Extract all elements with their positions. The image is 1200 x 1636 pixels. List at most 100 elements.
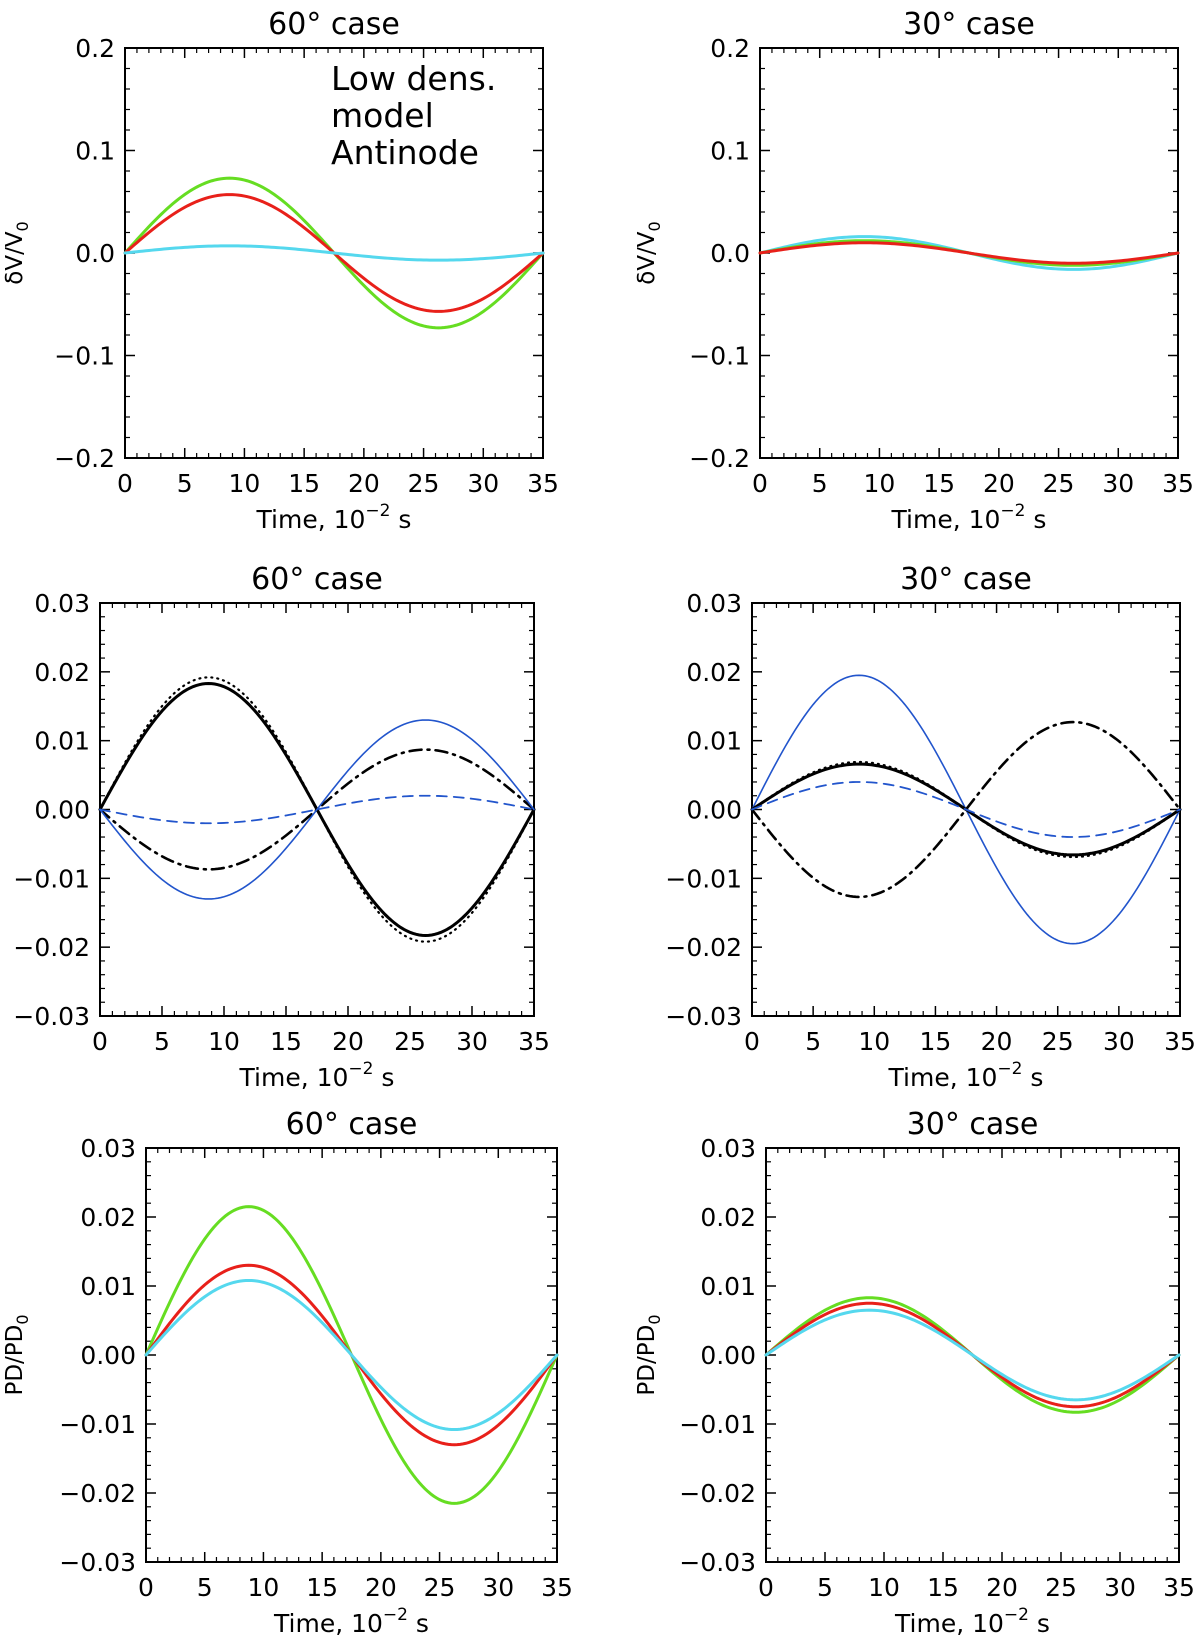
chart-title: 60° case	[268, 7, 400, 42]
series-line-cyan	[764, 1308, 1181, 1402]
y-tick-label: −0.1	[689, 342, 750, 371]
y-axis-label: PD/PD0	[634, 1314, 664, 1395]
chart-title: 60° case	[251, 562, 383, 597]
x-tick-label: 30	[482, 1573, 514, 1602]
x-tick-label: 30	[1103, 1027, 1135, 1056]
x-tick-label: 15	[927, 1573, 959, 1602]
y-tick-label: 0.03	[80, 1134, 136, 1163]
chart-title: 30° case	[907, 1107, 1039, 1142]
y-tick-label: 0.1	[710, 137, 750, 166]
series-line-blue-dashed	[99, 794, 535, 825]
y-axis-label: δV/V0	[634, 221, 664, 284]
x-tick-label: 35	[1164, 1027, 1196, 1056]
y-tick-label: −0.01	[679, 1410, 756, 1439]
y-tick-label: −0.02	[59, 1479, 136, 1508]
series-line-cyan	[123, 244, 545, 262]
x-tick-label: 20	[986, 1573, 1018, 1602]
x-tick-label: 0	[744, 1027, 760, 1056]
x-tick-label: 20	[365, 1573, 397, 1602]
x-tick-label: 10	[248, 1573, 280, 1602]
x-tick-label: 20	[332, 1027, 364, 1056]
y-tick-label: 0.00	[80, 1341, 136, 1370]
y-tick-label: −0.03	[665, 1002, 742, 1031]
x-tick-label: 5	[817, 1573, 833, 1602]
x-tick-label: 15	[920, 1027, 952, 1056]
panel-p4: 30° case 0 5 10 15 20 25 30 35 −0.03 −0.02 −0.01 0.0…	[665, 562, 1196, 1092]
x-tick-label: 0	[117, 469, 133, 498]
y-tick-label: 0.2	[75, 34, 115, 63]
x-tick-label: 20	[983, 469, 1015, 498]
y-tick-label: 0.0	[75, 239, 115, 268]
annotation-text: Low dens.	[331, 59, 496, 98]
panel-p6: 30° case 0 5 10 15 20 25 30 35 −0.03 −0.02 −0.01 0.0…	[634, 1107, 1195, 1636]
x-tick-label: 15	[306, 1573, 338, 1602]
x-tick-label: 35	[541, 1573, 573, 1602]
series-line-blue-dashed	[751, 781, 1181, 838]
y-tick-label: −0.03	[13, 1002, 90, 1031]
x-tick-label: 10	[864, 469, 896, 498]
y-tick-label: 0.01	[700, 1272, 756, 1301]
x-tick-label: 25	[408, 469, 440, 498]
y-tick-label: 0.02	[686, 658, 742, 687]
y-tick-label: −0.03	[679, 1548, 756, 1577]
y-tick-label: 0.01	[80, 1272, 136, 1301]
x-axis-label: Time, 10−2 s	[256, 501, 412, 534]
x-tick-label: 25	[394, 1027, 426, 1056]
x-tick-label: 20	[981, 1027, 1013, 1056]
y-tick-label: 0.00	[686, 796, 742, 825]
x-tick-label: 25	[424, 1573, 456, 1602]
y-tick-label: 0.03	[700, 1134, 756, 1163]
x-tick-label: 5	[812, 469, 828, 498]
y-tick-label: −0.01	[13, 864, 90, 893]
y-tick-label: −0.2	[689, 444, 750, 473]
x-tick-label: 30	[456, 1027, 488, 1056]
panel-p2: 30° case 0 5 10 15 20 25 30 35 −0.2 −0.1 0.0 0.1 0.2 T…	[634, 7, 1194, 534]
panel-p5: 60° case 0 5 10 15 20 25 30 35 −0.03 −0.02 −0.01 0.0…	[2, 1107, 573, 1636]
x-axis-label: Time, 10−2 s	[239, 1059, 395, 1092]
series-line-cyan	[144, 1278, 559, 1432]
x-tick-label: 10	[208, 1027, 240, 1056]
x-tick-label: 25	[1043, 469, 1075, 498]
annotation-text: Antinode	[331, 133, 479, 172]
y-tick-label: −0.02	[665, 933, 742, 962]
x-tick-label: 15	[288, 469, 320, 498]
y-tick-label: −0.02	[13, 933, 90, 962]
y-tick-label: 0.03	[34, 589, 90, 618]
y-tick-label: −0.01	[665, 864, 742, 893]
y-tick-label: 0.03	[686, 589, 742, 618]
x-tick-label: 5	[154, 1027, 170, 1056]
x-tick-label: 15	[923, 469, 955, 498]
y-tick-label: −0.2	[54, 444, 115, 473]
x-tick-label: 0	[138, 1573, 154, 1602]
x-tick-label: 35	[1163, 1573, 1195, 1602]
panel-p3: 60° case 0 5 10 15 20 25 30 35 −0.03 −0.02 −0.01 0.0…	[13, 562, 550, 1092]
y-tick-label: 0.01	[34, 727, 90, 756]
x-axis-label: Time, 10−2 s	[891, 501, 1047, 534]
y-tick-label: −0.03	[59, 1548, 136, 1577]
x-tick-label: 5	[805, 1027, 821, 1056]
y-tick-label: 0.00	[700, 1341, 756, 1370]
x-tick-label: 35	[518, 1027, 550, 1056]
x-tick-label: 5	[197, 1573, 213, 1602]
x-tick-label: 20	[348, 469, 380, 498]
x-tick-label: 35	[527, 469, 559, 498]
x-tick-label: 30	[1104, 1573, 1136, 1602]
chart-title: 60° case	[286, 1107, 418, 1142]
x-tick-label: 0	[92, 1027, 108, 1056]
y-axis-label: δV/V0	[2, 221, 32, 284]
x-axis-label: Time, 10−2 s	[894, 1605, 1050, 1636]
x-tick-label: 5	[177, 469, 193, 498]
y-tick-label: 0.0	[710, 239, 750, 268]
x-tick-label: 10	[858, 1027, 890, 1056]
x-tick-label: 30	[1102, 469, 1134, 498]
y-tick-label: 0.02	[700, 1203, 756, 1232]
y-tick-label: −0.02	[679, 1479, 756, 1508]
series-line-red	[758, 241, 1180, 265]
x-tick-label: 30	[467, 469, 499, 498]
y-tick-label: 0.02	[34, 658, 90, 687]
y-tick-label: −0.01	[59, 1410, 136, 1439]
y-tick-label: 0.00	[34, 796, 90, 825]
series-line-blue-solid	[99, 719, 535, 900]
x-tick-label: 10	[868, 1573, 900, 1602]
